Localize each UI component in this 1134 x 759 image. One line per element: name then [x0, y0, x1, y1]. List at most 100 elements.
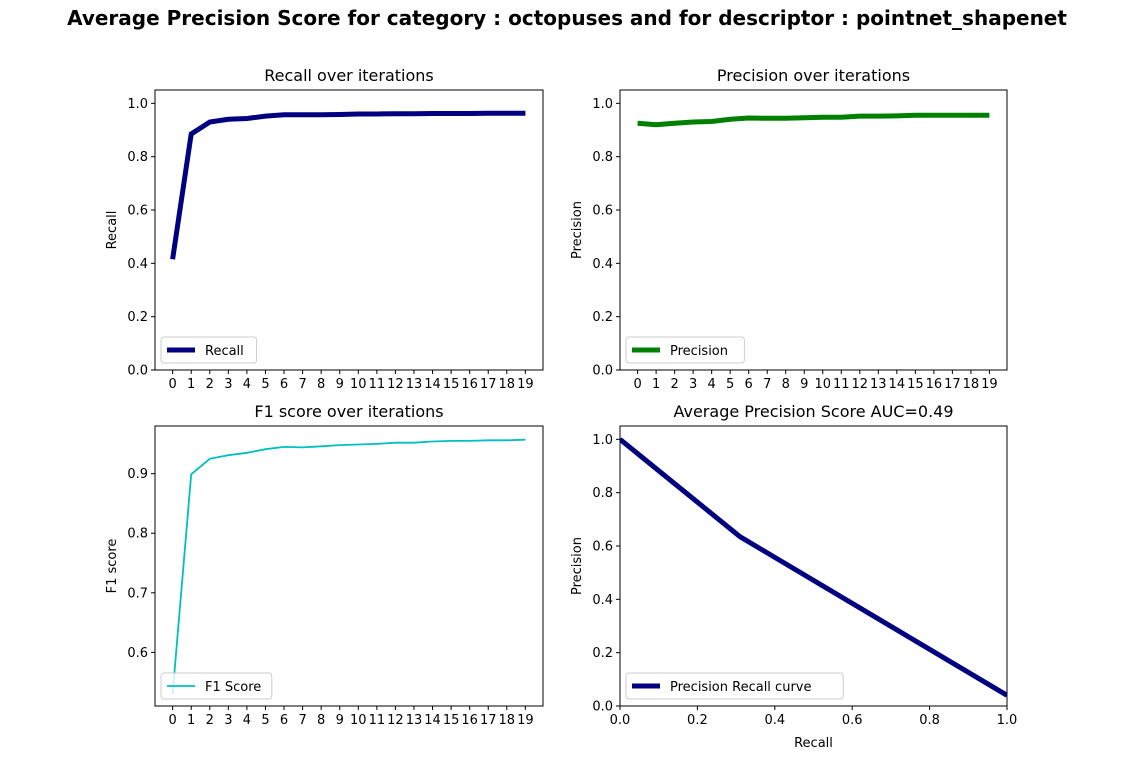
- x-tick-label: 19: [981, 377, 998, 392]
- y-tick-label: 0.2: [592, 646, 613, 661]
- x-tick-label: 0: [168, 377, 176, 392]
- x-tick-label: 15: [443, 713, 460, 728]
- chart-title: Recall over iterations: [264, 66, 434, 85]
- x-tick-label: 0: [168, 713, 176, 728]
- series-line-recall: [170, 110, 526, 260]
- x-tick-label: 16: [926, 377, 943, 392]
- x-tick-label: 9: [800, 377, 808, 392]
- y-tick-label: 0.2: [592, 310, 613, 325]
- x-tick-label: 17: [480, 713, 497, 728]
- x-tick-label: 18: [963, 377, 980, 392]
- x-tick-label: 0.0: [610, 713, 631, 728]
- x-tick-label: 15: [907, 377, 924, 392]
- chart-title: Precision over iterations: [717, 66, 910, 85]
- axes-frame: [619, 89, 1008, 371]
- x-tick-label: 6: [745, 377, 753, 392]
- y-tick-label: 0.8: [592, 486, 613, 501]
- y-tick-label: 0.6: [592, 540, 613, 555]
- x-tick-label: 14: [424, 713, 441, 728]
- x-tick-label: 5: [261, 713, 269, 728]
- x-tick-label: 12: [387, 377, 404, 392]
- x-tick-label: 17: [944, 377, 961, 392]
- x-tick-label: 7: [763, 377, 771, 392]
- y-axis-label: Recall: [105, 211, 120, 250]
- x-tick-label: 0.6: [842, 713, 863, 728]
- y-tick-label: 0.9: [127, 467, 148, 482]
- y-tick-label: 0.7: [127, 586, 148, 601]
- y-tick-label: 0.8: [592, 150, 613, 165]
- chart-panel-4: 0.0 0.2 0.4 0.6 0.8 1.0 0.0 0.2 0.4 0.6 0.8 1.0 Aver…: [570, 402, 1017, 751]
- x-tick-label: 13: [406, 377, 423, 392]
- y-axis-label: Precision: [570, 537, 585, 595]
- x-tick-label: 6: [280, 713, 288, 728]
- x-tick-label: 2: [670, 377, 678, 392]
- x-axis-label: Recall: [794, 736, 833, 751]
- y-tick-label: 0.0: [592, 364, 613, 379]
- x-tick-label: 18: [499, 713, 516, 728]
- x-tick-label: 5: [726, 377, 734, 392]
- figure-suptitle: Average Precision Score for category : o…: [67, 6, 1067, 30]
- x-tick-label: 8: [317, 377, 325, 392]
- x-tick-label: 14: [424, 377, 441, 392]
- y-tick-label: 0.2: [127, 310, 148, 325]
- x-tick-label: 1: [187, 713, 195, 728]
- x-tick-label: 9: [336, 713, 344, 728]
- legend-box: [160, 672, 273, 700]
- x-tick-label: 2: [206, 713, 214, 728]
- x-tick-label: 11: [369, 713, 386, 728]
- legend-box: [160, 336, 258, 364]
- x-tick-label: 10: [814, 377, 831, 392]
- chart-title: Average Precision Score AUC=0.49: [673, 402, 953, 421]
- x-tick-label: 3: [224, 713, 232, 728]
- y-axis-label: Precision: [570, 201, 585, 259]
- x-tick-label: 0.8: [919, 713, 940, 728]
- legend-label: F1 Score: [205, 680, 261, 695]
- x-tick-label: 4: [243, 377, 251, 392]
- x-tick-label: 7: [298, 713, 306, 728]
- x-tick-label: 4: [708, 377, 716, 392]
- x-tick-label: 16: [461, 377, 478, 392]
- y-tick-label: 1.0: [127, 97, 148, 112]
- y-tick-label: 0.0: [592, 700, 613, 715]
- x-tick-label: 19: [517, 377, 534, 392]
- x-tick-label: 10: [350, 713, 367, 728]
- x-tick-label: 2: [206, 377, 214, 392]
- y-tick-label: 0.6: [127, 204, 148, 219]
- x-tick-label: 5: [261, 377, 269, 392]
- y-tick-label: 1.0: [592, 433, 613, 448]
- y-axis-label: F1 score: [105, 539, 120, 594]
- x-tick-label: 12: [852, 377, 869, 392]
- x-tick-label: 6: [280, 377, 288, 392]
- y-tick-label: 0.4: [592, 257, 613, 272]
- x-tick-label: 16: [461, 713, 478, 728]
- x-tick-label: 4: [243, 713, 251, 728]
- x-tick-label: 1.0: [997, 713, 1018, 728]
- x-tick-label: 3: [689, 377, 697, 392]
- x-tick-label: 11: [369, 377, 386, 392]
- x-tick-label: 11: [833, 377, 850, 392]
- series-line-f1-score: [171, 438, 526, 695]
- y-tick-label: 0.4: [592, 593, 613, 608]
- x-tick-label: 1: [187, 377, 195, 392]
- legend-label: Precision Recall curve: [670, 680, 811, 695]
- x-tick-label: 19: [517, 713, 534, 728]
- x-tick-label: 17: [480, 377, 497, 392]
- y-tick-label: 0.6: [592, 204, 613, 219]
- legend-box: [625, 672, 844, 700]
- x-tick-label: 0.2: [687, 713, 708, 728]
- chart-panel-3: 0 1 2 3 4 5 6 7 8 9 10 11 12 13 14 15 16 17 18 190.60.70.80…: [105, 402, 544, 728]
- x-tick-label: 13: [406, 713, 423, 728]
- y-tick-label: 0.4: [127, 257, 148, 272]
- x-tick-label: 8: [317, 713, 325, 728]
- x-tick-label: 14: [889, 377, 906, 392]
- axes-frame: [619, 425, 1008, 707]
- series-line-precision-recall-curve: [620, 437, 1007, 698]
- x-tick-label: 0: [633, 377, 641, 392]
- x-tick-label: 12: [387, 713, 404, 728]
- series-line-precision: [637, 112, 990, 128]
- chart-title: F1 score over iterations: [254, 402, 443, 421]
- legend-label: Precision: [670, 344, 728, 359]
- x-tick-label: 8: [782, 377, 790, 392]
- x-tick-label: 18: [499, 377, 516, 392]
- legend-box: [625, 336, 745, 364]
